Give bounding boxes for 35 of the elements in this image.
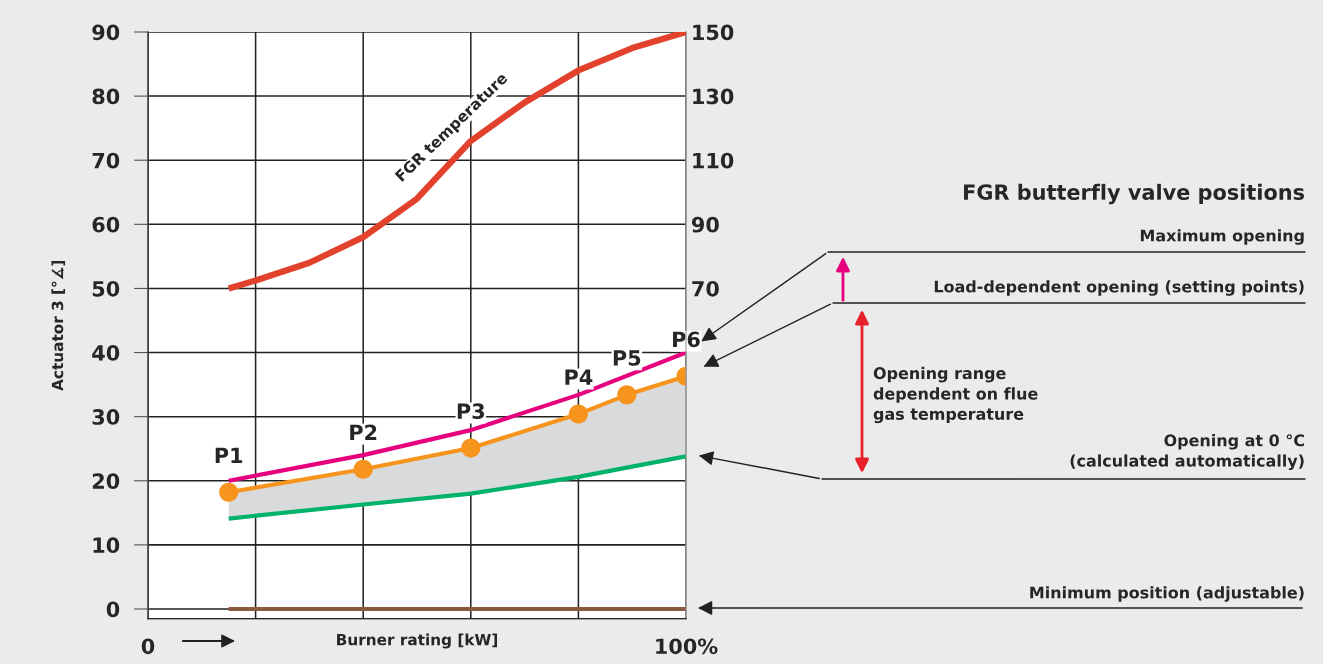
annotation: P6	[673, 331, 700, 348]
text: Load-dependent opening (setting points)	[934, 280, 1304, 296]
annotation: P3	[457, 403, 485, 420]
text: Minimum position (adjustable)	[1030, 586, 1304, 602]
y-tick-label: 20	[92, 473, 120, 489]
y-tick-label: 50	[92, 280, 120, 297]
annotation: P2	[350, 424, 377, 440]
y-tick-label: 70	[92, 152, 120, 169]
point	[568, 404, 588, 424]
text: FGR butterfly valve positions	[964, 183, 1305, 205]
y-tick-label: 80	[92, 88, 120, 105]
annotation: P1	[215, 447, 243, 463]
text: Maximum opening	[1140, 229, 1304, 245]
y-tick-label: 30	[92, 409, 120, 425]
point	[461, 438, 481, 458]
y-tick-label: 90	[92, 24, 120, 41]
point	[353, 459, 373, 479]
y2-tick-label: 90	[691, 216, 719, 233]
y-tick-label: 10	[93, 537, 120, 554]
x-tick-label: 100%	[656, 638, 718, 655]
y2-tick-label: 130	[693, 88, 734, 105]
point	[617, 385, 637, 405]
y-tick-label: 40	[92, 345, 120, 361]
text: Opening range dependent on flue gas temperature	[873, 366, 1038, 424]
y2-tick-label: 70	[692, 280, 719, 297]
text: Opening at 0 °C (calculated automatically)	[1070, 433, 1304, 471]
y-axis-title: Actuator 3 [°∡]	[51, 260, 66, 391]
y2-tick-label: 110	[693, 152, 734, 169]
y-tick-label: 60	[92, 216, 120, 233]
annotation: P5	[613, 350, 641, 366]
x-axis-title: Burner rating [kW]	[337, 633, 498, 649]
y-tick-label: 0	[106, 601, 120, 618]
y2-tick-label: 150	[693, 24, 734, 41]
point	[219, 482, 239, 502]
annotation: P4	[565, 369, 593, 385]
